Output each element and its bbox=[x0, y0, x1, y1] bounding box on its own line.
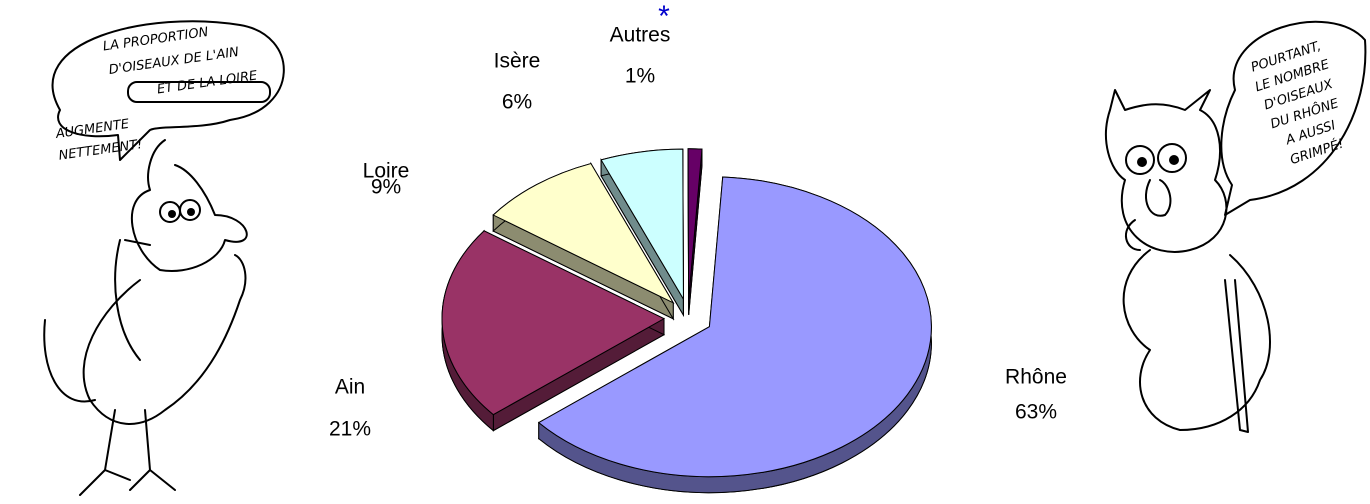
value-label: 6% bbox=[502, 91, 532, 114]
bubble-line: AUGMENTE bbox=[54, 117, 131, 142]
value-label: 63% bbox=[1015, 401, 1057, 424]
value-label: 9% bbox=[371, 176, 401, 199]
category-label: Autres bbox=[610, 24, 671, 47]
pie bbox=[441, 148, 932, 494]
category-label: Ain bbox=[335, 376, 365, 399]
value-label: 1% bbox=[625, 65, 655, 88]
category-label: Loire bbox=[363, 160, 410, 183]
slice bbox=[492, 162, 675, 305]
duck-cartoon bbox=[43, 20, 285, 496]
owl-cartoon bbox=[1104, 20, 1367, 433]
category-label: Isère bbox=[494, 50, 541, 73]
bubble-line: NETTEMENT! bbox=[58, 137, 144, 164]
asterisk: * bbox=[658, 0, 670, 33]
left-bubble-text: LA PROPORTION D'OISEAUX DE L'AIN ET DE L… bbox=[54, 25, 259, 164]
slice bbox=[537, 176, 932, 478]
bubble-line: ET DE LA LOIRE bbox=[156, 68, 259, 97]
slice bbox=[687, 148, 703, 299]
value-label: 21% bbox=[329, 418, 371, 441]
slice bbox=[441, 230, 666, 416]
category-label: Rhône bbox=[1005, 366, 1067, 389]
right-bubble-text: POURTANT, LE NOMBRE D'OISEAUX DU RHÔNE A… bbox=[1249, 39, 1345, 168]
slice bbox=[600, 148, 684, 301]
